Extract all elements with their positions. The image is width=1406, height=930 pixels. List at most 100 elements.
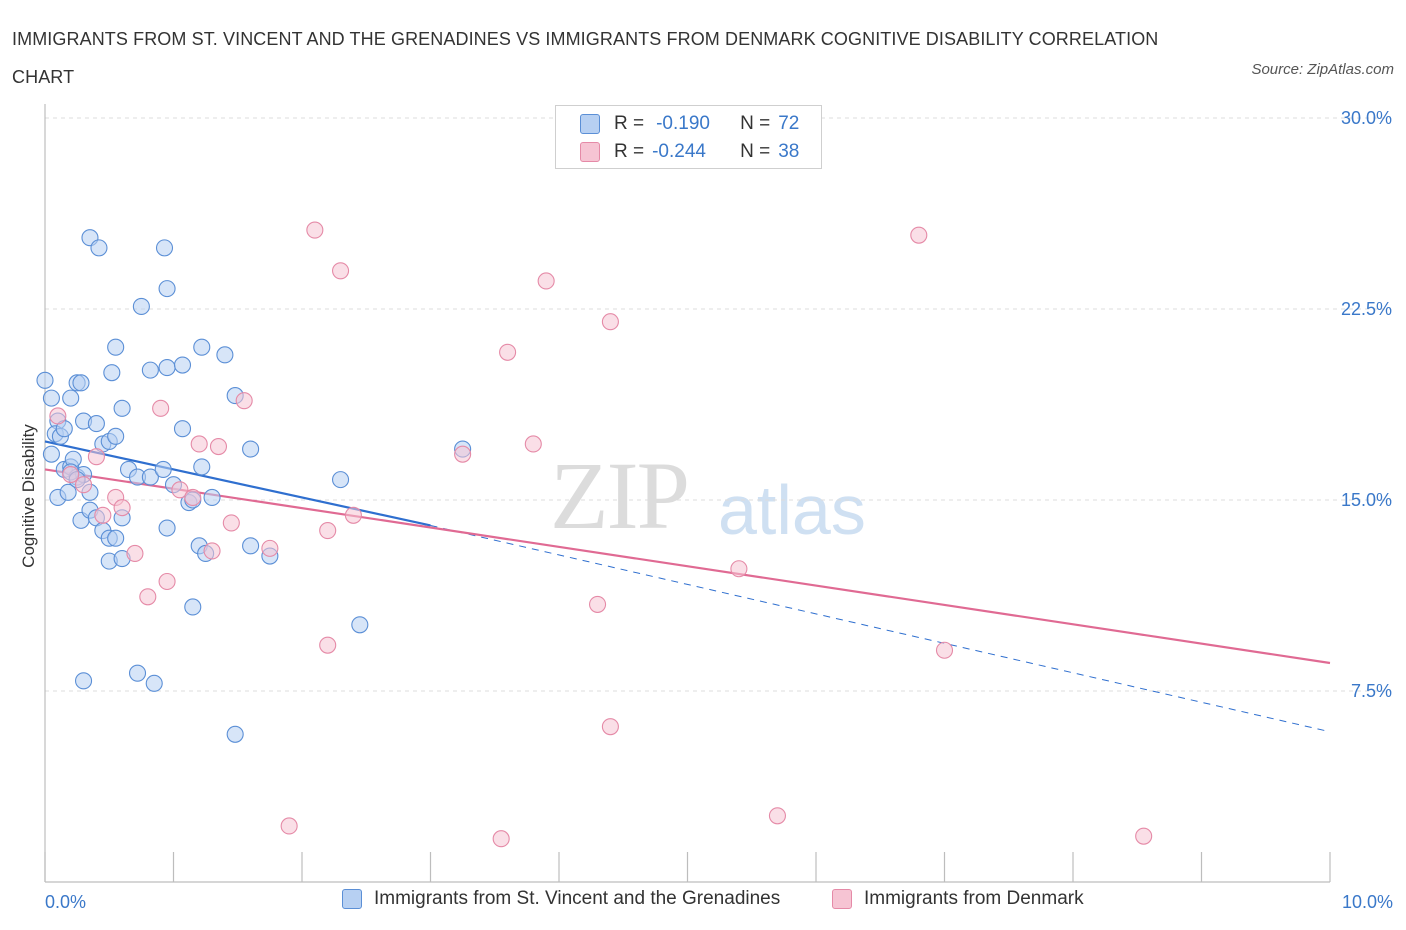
point-pink — [126, 544, 144, 563]
y-tick-label: 22.5% — [1341, 299, 1392, 319]
point-blue — [36, 371, 54, 389]
point-pink — [94, 506, 112, 524]
point-pink — [454, 445, 472, 463]
point-pink — [280, 817, 298, 835]
point-pink — [184, 488, 202, 507]
point-pink — [62, 465, 80, 484]
series-legend: Immigrants from St. Vincent and the Gren… — [0, 888, 1406, 916]
series-legend-swatch-blue — [342, 889, 362, 909]
point-pink — [588, 595, 607, 613]
point-blue — [184, 598, 202, 616]
legend-n-value: 38 — [778, 141, 800, 162]
data-points — [36, 221, 1153, 848]
point-blue — [103, 364, 121, 382]
point-blue — [193, 458, 211, 476]
chart-title: IMMIGRANTS FROM ST. VINCENT AND THE GREN… — [12, 29, 1159, 87]
point-pink — [910, 226, 928, 244]
point-blue — [242, 537, 260, 555]
axes — [44, 104, 1331, 883]
trend-line-blue — [44, 440, 431, 527]
point-pink — [331, 262, 350, 280]
point-blue — [107, 427, 125, 445]
point-pink — [524, 435, 542, 453]
point-pink — [344, 506, 362, 524]
point-pink — [139, 588, 157, 606]
point-blue — [90, 239, 108, 257]
point-pink — [87, 448, 105, 466]
point-blue — [72, 374, 90, 392]
point-blue — [59, 483, 77, 501]
x-tick-label: 10.0% — [1342, 892, 1393, 912]
series-legend-swatch-pink — [832, 889, 852, 909]
point-blue — [173, 420, 192, 438]
point-pink — [235, 392, 253, 410]
point-blue — [128, 664, 147, 682]
point-pink — [601, 718, 619, 736]
point-blue — [158, 519, 176, 537]
legend-swatch-pink — [580, 142, 600, 162]
point-blue — [107, 338, 125, 356]
y-tick-label: 15.0% — [1341, 490, 1392, 510]
point-pink — [1135, 827, 1153, 845]
point-blue — [87, 415, 105, 433]
series-legend-item-blue: Immigrants from St. Vincent and the Gren… — [342, 888, 780, 910]
x-tick-label: 0.0% — [45, 892, 86, 912]
point-blue — [216, 346, 234, 364]
point-blue — [331, 471, 350, 489]
legend-r-value: -0.244 — [652, 141, 706, 162]
point-blue — [154, 460, 172, 478]
point-pink — [935, 641, 954, 659]
point-pink — [730, 560, 748, 578]
point-blue — [242, 440, 260, 458]
point-blue — [132, 297, 150, 316]
point-pink — [152, 399, 170, 417]
point-blue — [173, 356, 192, 374]
watermark-atlas: atlas — [718, 471, 866, 549]
point-pink — [319, 522, 337, 540]
point-blue — [141, 468, 159, 486]
y-tick-label: 7.5% — [1351, 681, 1392, 701]
trend-lines — [44, 440, 1331, 733]
point-blue — [62, 389, 80, 407]
point-pink — [768, 807, 787, 825]
legend-n-label: N = — [740, 113, 771, 134]
legend-n-label: N = — [740, 141, 771, 162]
trend-line-pink — [44, 468, 1331, 665]
point-pink — [601, 313, 619, 331]
point-pink — [499, 343, 517, 361]
watermark-zip: ZIP — [550, 442, 690, 549]
point-pink — [171, 481, 189, 499]
point-pink — [158, 572, 176, 591]
point-pink — [75, 476, 93, 494]
chart-source: Source: ZipAtlas.com — [1251, 61, 1394, 78]
point-blue — [203, 488, 221, 507]
point-blue — [145, 674, 163, 692]
y-tick-label: 30.0% — [1341, 108, 1392, 128]
legend-row-blue: R = -0.190 N = 72 — [580, 111, 799, 137]
point-pink — [537, 272, 555, 290]
legend-row-pink: R = -0.244 N = 38 — [580, 139, 799, 165]
point-pink — [222, 514, 240, 532]
legend-r-label: R = — [614, 141, 645, 162]
legend-r-label: R = — [614, 113, 645, 134]
legend-r-value: -0.190 — [656, 113, 710, 134]
point-pink — [209, 437, 228, 456]
legend-swatch-blue — [580, 114, 600, 134]
point-blue — [42, 389, 60, 407]
point-blue — [193, 338, 211, 356]
point-pink — [203, 542, 221, 560]
y-axis-title: Cognitive Disability — [19, 424, 38, 568]
series-legend-label-blue: Immigrants from St. Vincent and the Gren… — [374, 888, 781, 909]
point-pink — [113, 499, 131, 517]
point-blue — [141, 361, 159, 379]
point-blue — [158, 280, 176, 298]
point-blue — [113, 399, 131, 417]
series-legend-item-pink: Immigrants from Denmark — [832, 888, 1084, 910]
point-pink — [190, 435, 208, 453]
stats-legend: R = -0.190 N = 72 R = -0.244 N = 38 — [555, 105, 822, 169]
tick-labels: 7.5% 15.0% 22.5% 30.0% 0.0% 10.0% Cognitive Di… — [19, 108, 1393, 912]
point-blue — [158, 359, 176, 377]
point-pink — [319, 636, 337, 654]
point-blue — [155, 239, 174, 257]
